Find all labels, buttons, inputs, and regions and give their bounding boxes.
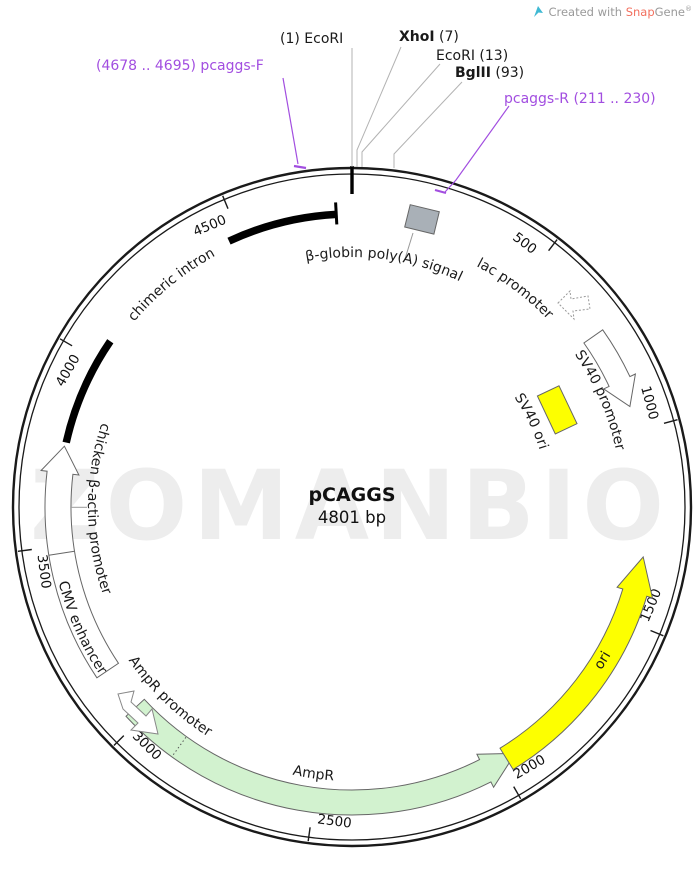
scale-tick [513, 786, 522, 800]
plasmid-title-block: pCAGGS 4801 bp [252, 484, 452, 527]
enzyme-leader-line [361, 63, 441, 167]
scale-tick [17, 548, 32, 552]
sv40-promoter-feature[interactable] [583, 329, 637, 408]
ampr-promoter-feature[interactable] [117, 690, 159, 735]
primer-label-pcaggs-f[interactable]: (4678 .. 4695) pcaggs-F [96, 58, 264, 74]
enzyme-label-xhoi-7[interactable]: XhoI (7) [399, 29, 459, 45]
scale-tick [59, 338, 73, 347]
plasmid-size: 4801 bp [317, 508, 387, 527]
scale-tick-label: 500 [510, 229, 540, 257]
bglobin-polya-leader-line [404, 232, 414, 260]
scale-tick [222, 195, 229, 209]
lac-promoter-feature[interactable] [557, 289, 591, 321]
watermark-text: ZOMANBIO [30, 450, 670, 562]
cmv-cba-divider [48, 550, 75, 556]
scale-tick [307, 827, 311, 842]
bglobin-polya-label[interactable]: β-globin poly(A) signal [304, 245, 465, 285]
snapgene-credit: Created with SnapGene® [532, 5, 692, 19]
enzyme-leader-line [393, 81, 463, 168]
cba-promoter-label[interactable]: chicken β-actin promoter [84, 421, 115, 597]
enzyme-label-ecori-1[interactable]: (1) EcoRI [280, 31, 344, 47]
enzyme-label-bglii-93[interactable]: BglII (93) [455, 65, 525, 81]
pcaggs-f-leader-line [282, 77, 299, 165]
scale-tick-label: 1000 [637, 384, 661, 421]
scale-tick [113, 735, 125, 746]
scale-tick-label: 4500 [191, 212, 229, 240]
chimeric-intron-label[interactable]: chimeric intron [125, 245, 218, 324]
pcaggs-f-primer-mark[interactable] [293, 164, 307, 170]
scale-tick [548, 239, 558, 252]
ori-feature[interactable] [499, 555, 654, 771]
chimeric-intron-feature[interactable] [227, 210, 337, 245]
pcaggs-r-primer-mark[interactable] [434, 188, 447, 195]
scale-tick [663, 419, 678, 424]
enzyme-label-ecori-13[interactable]: EcoRI (13) [436, 48, 509, 64]
primer-label-pcaggs-r[interactable]: pcaggs-R (211 .. 230) [504, 91, 656, 107]
sv40-ori-feature[interactable] [536, 385, 578, 435]
enzyme-leader-line [356, 46, 402, 167]
pcaggs-r-leader-line [444, 105, 510, 193]
scale-tick-label: 4000 [53, 352, 84, 390]
bglobin-polya-feature[interactable] [404, 204, 440, 235]
scale-tick [650, 629, 664, 637]
scale-tick-label: 2500 [316, 811, 352, 831]
cmv-cba-band-feature[interactable] [40, 445, 120, 679]
ampr-label[interactable]: AmpR [291, 763, 334, 785]
snapgene-logo-icon [533, 6, 543, 17]
lac-promoter-label[interactable]: lac promoter [474, 255, 556, 322]
plasmid-name: pCAGGS [308, 484, 396, 506]
chimeric-intron-end-bar [334, 202, 339, 225]
chimeric-intron-feature[interactable] [62, 339, 114, 444]
scale-tick-label: 3500 [33, 554, 53, 590]
